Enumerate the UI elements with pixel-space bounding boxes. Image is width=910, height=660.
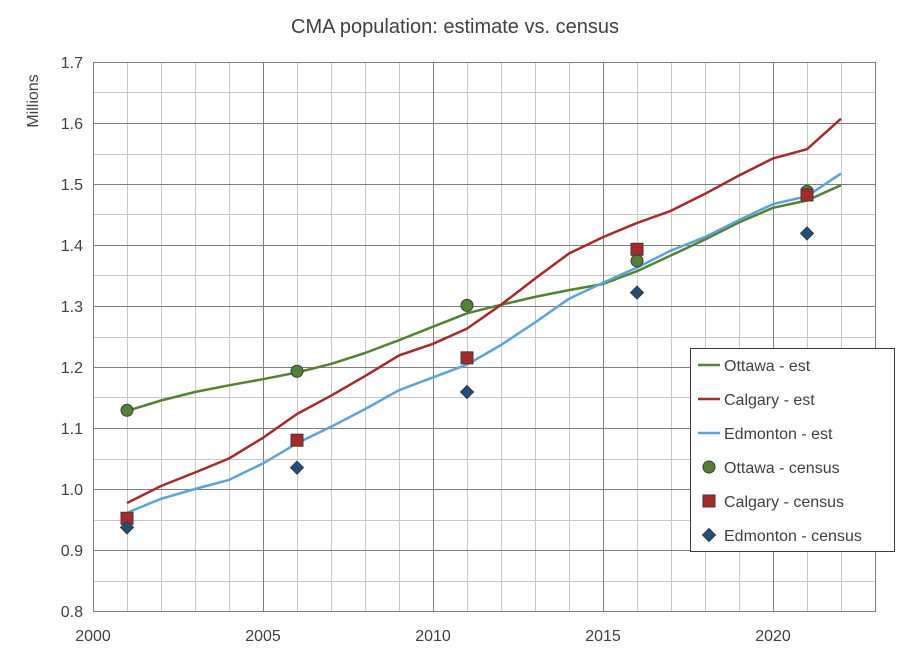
y-tick-label: 1.2 xyxy=(61,360,83,377)
x-tick-label: 2015 xyxy=(585,628,621,645)
data-point-edmonton-census xyxy=(629,285,645,300)
legend-label: Ottawa - census xyxy=(724,460,840,477)
legend-label: Edmonton - est xyxy=(724,426,833,443)
x-tick-label: 2005 xyxy=(245,628,281,645)
y-axis-label: Millions xyxy=(25,74,42,127)
y-tick-label: 1.4 xyxy=(61,238,83,255)
y-axis-ticks: 0.8 0.9 1.0 1.1 1.2 1.3 1.4 1.5 1.6 1.7 xyxy=(61,55,83,621)
legend-label: Ottawa - est xyxy=(724,358,811,375)
series-lines xyxy=(126,117,842,514)
data-point-edmonton-census xyxy=(119,520,135,535)
y-tick-label: 1.7 xyxy=(61,55,83,72)
series-markers xyxy=(119,184,815,535)
legend-swatch xyxy=(702,460,716,474)
x-tick-label: 2020 xyxy=(755,628,791,645)
data-point-ottawa-census xyxy=(630,254,644,268)
data-point-ottawa-census xyxy=(290,364,304,378)
legend-label: Edmonton - census xyxy=(724,528,862,545)
legend-swatch xyxy=(701,527,717,543)
legend-label: Calgary - census xyxy=(724,494,844,511)
legend-label: Calgary - est xyxy=(724,392,815,409)
y-tick-label: 1.3 xyxy=(61,299,83,316)
data-point-calgary-census xyxy=(630,242,644,256)
series-line-calgary-est xyxy=(126,117,842,505)
y-tick-label: 1.5 xyxy=(61,177,83,194)
data-point-ottawa-census xyxy=(120,403,134,417)
legend-swatch xyxy=(702,494,716,508)
data-point-calgary-census xyxy=(290,433,304,447)
y-tick-label: 1.6 xyxy=(61,116,83,133)
data-point-ottawa-census xyxy=(460,298,474,312)
y-tick-label: 0.8 xyxy=(61,604,83,621)
legend-box xyxy=(690,348,895,552)
data-point-calgary-census xyxy=(800,188,814,202)
data-point-edmonton-census xyxy=(799,226,815,241)
plot-area-border xyxy=(93,62,876,612)
data-point-edmonton-census xyxy=(289,460,305,475)
y-tick-label: 1.1 xyxy=(61,421,83,438)
series-line-edmonton-est xyxy=(126,172,842,514)
x-axis-ticks: 2000 2005 2010 2015 2020 xyxy=(75,628,791,645)
x-tick-label: 2010 xyxy=(415,628,451,645)
y-tick-label: 1.0 xyxy=(61,482,83,499)
data-point-calgary-census xyxy=(460,351,474,365)
series-line-ottawa-est xyxy=(126,184,842,413)
legend: Ottawa - est Calgary - est Edmonton - est O… xyxy=(690,348,895,552)
x-tick-label: 2000 xyxy=(75,628,111,645)
chart-title: CMA population: estimate vs. census xyxy=(291,16,619,38)
y-tick-label: 0.9 xyxy=(61,543,83,560)
data-point-edmonton-census xyxy=(459,384,475,400)
